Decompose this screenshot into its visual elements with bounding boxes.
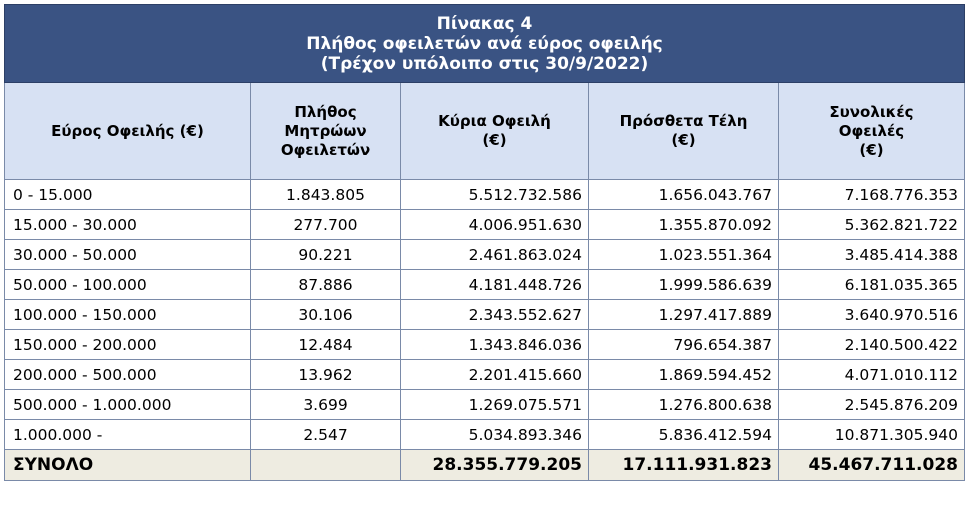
header-count-line: Πλήθος <box>294 102 357 121</box>
total-fees: 17.111.931.823 <box>588 449 779 481</box>
cell-total: 4.071.010.112 <box>778 359 965 390</box>
debt-table-container: Πίνακας 4 Πλήθος οφειλετών ανά εύρος οφε… <box>4 4 965 481</box>
cell-range: 100.000 - 150.000 <box>4 299 251 330</box>
total-label: ΣΥΝΟΛΟ <box>4 449 251 481</box>
header-range-label: Εύρος Οφειλής (€) <box>51 121 204 140</box>
debt-table: Πίνακας 4 Πλήθος οφειλετών ανά εύρος οφε… <box>4 4 965 481</box>
table-title-line2: Πλήθος οφειλετών ανά εύρος οφειλής <box>306 33 663 54</box>
header-principal-line: (€) <box>482 131 507 149</box>
cell-principal: 2.461.863.024 <box>400 239 589 270</box>
cell-fees: 1.297.417.889 <box>588 299 779 330</box>
cell-count: 12.484 <box>250 329 401 360</box>
table-row: 0 - 15.000 1.843.805 5.512.732.586 1.656… <box>4 179 965 210</box>
table-row: 200.000 - 500.000 13.962 2.201.415.660 1… <box>4 359 965 390</box>
header-fees-line: Πρόσθετα Τέλη <box>619 112 748 130</box>
table-row: 150.000 - 200.000 12.484 1.343.846.036 7… <box>4 329 965 360</box>
table-row: 30.000 - 50.000 90.221 2.461.863.024 1.0… <box>4 239 965 270</box>
cell-range: 30.000 - 50.000 <box>4 239 251 270</box>
cell-principal: 1.269.075.571 <box>400 389 589 420</box>
cell-count: 1.843.805 <box>250 179 401 210</box>
cell-total: 5.362.821.722 <box>778 209 965 240</box>
cell-fees: 5.836.412.594 <box>588 419 779 450</box>
cell-fees: 1.023.551.364 <box>588 239 779 270</box>
table-row: 15.000 - 30.000 277.700 4.006.951.630 1.… <box>4 209 965 240</box>
cell-range: 500.000 - 1.000.000 <box>4 389 251 420</box>
cell-fees: 1.276.800.638 <box>588 389 779 420</box>
cell-total: 2.545.876.209 <box>778 389 965 420</box>
table-row: 500.000 - 1.000.000 3.699 1.269.075.571 … <box>4 389 965 420</box>
cell-fees: 1.999.586.639 <box>588 269 779 300</box>
cell-total: 10.871.305.940 <box>778 419 965 450</box>
header-principal-line: Κύρια Οφειλή <box>438 112 551 130</box>
header-range: Εύρος Οφειλής (€) <box>4 82 251 180</box>
table-title: Πίνακας 4 Πλήθος οφειλετών ανά εύρος οφε… <box>4 4 965 83</box>
table-title-line1: Πίνακας 4 <box>436 13 533 34</box>
table-row: 100.000 - 150.000 30.106 2.343.552.627 1… <box>4 299 965 330</box>
header-fees: Πρόσθετα Τέλη (€) <box>588 82 779 180</box>
header-total-line: Οφειλές <box>838 121 905 140</box>
cell-total: 3.485.414.388 <box>778 239 965 270</box>
cell-fees: 1.869.594.452 <box>588 359 779 390</box>
cell-principal: 5.034.893.346 <box>400 419 589 450</box>
cell-range: 1.000.000 - <box>4 419 251 450</box>
header-count-line: Οφειλετών <box>280 140 371 159</box>
cell-principal: 5.512.732.586 <box>400 179 589 210</box>
total-row: ΣΥΝΟΛΟ 28.355.779.205 17.111.931.823 45.… <box>4 449 965 481</box>
header-total: Συνολικές Οφειλές (€) <box>778 82 965 180</box>
cell-total: 7.168.776.353 <box>778 179 965 210</box>
cell-range: 150.000 - 200.000 <box>4 329 251 360</box>
cell-principal: 4.181.448.726 <box>400 269 589 300</box>
cell-range: 0 - 15.000 <box>4 179 251 210</box>
cell-principal: 4.006.951.630 <box>400 209 589 240</box>
header-principal: Κύρια Οφειλή (€) <box>400 82 589 180</box>
cell-range: 15.000 - 30.000 <box>4 209 251 240</box>
cell-fees: 1.656.043.767 <box>588 179 779 210</box>
cell-total: 3.640.970.516 <box>778 299 965 330</box>
cell-principal: 1.343.846.036 <box>400 329 589 360</box>
cell-count: 90.221 <box>250 239 401 270</box>
header-count-line: Μητρώων <box>284 121 367 140</box>
header-total-line: Συνολικές <box>829 102 914 121</box>
table-row: 1.000.000 - 2.547 5.034.893.346 5.836.41… <box>4 419 965 450</box>
cell-count: 2.547 <box>250 419 401 450</box>
cell-range: 200.000 - 500.000 <box>4 359 251 390</box>
cell-range: 50.000 - 100.000 <box>4 269 251 300</box>
cell-count: 30.106 <box>250 299 401 330</box>
total-principal: 28.355.779.205 <box>400 449 589 481</box>
cell-total: 2.140.500.422 <box>778 329 965 360</box>
cell-principal: 2.201.415.660 <box>400 359 589 390</box>
table-row: 50.000 - 100.000 87.886 4.181.448.726 1.… <box>4 269 965 300</box>
cell-count: 13.962 <box>250 359 401 390</box>
cell-count: 3.699 <box>250 389 401 420</box>
total-count <box>250 449 401 481</box>
cell-count: 87.886 <box>250 269 401 300</box>
header-count: Πλήθος Μητρώων Οφειλετών <box>250 82 401 180</box>
table-title-line3: (Τρέχον υπόλοιπο στις 30/9/2022) <box>320 53 649 74</box>
total-total: 45.467.711.028 <box>778 449 965 481</box>
cell-count: 277.700 <box>250 209 401 240</box>
cell-principal: 2.343.552.627 <box>400 299 589 330</box>
cell-fees: 1.355.870.092 <box>588 209 779 240</box>
cell-total: 6.181.035.365 <box>778 269 965 300</box>
header-fees-line: (€) <box>671 131 696 149</box>
cell-fees: 796.654.387 <box>588 329 779 360</box>
header-total-line: (€) <box>859 140 884 159</box>
